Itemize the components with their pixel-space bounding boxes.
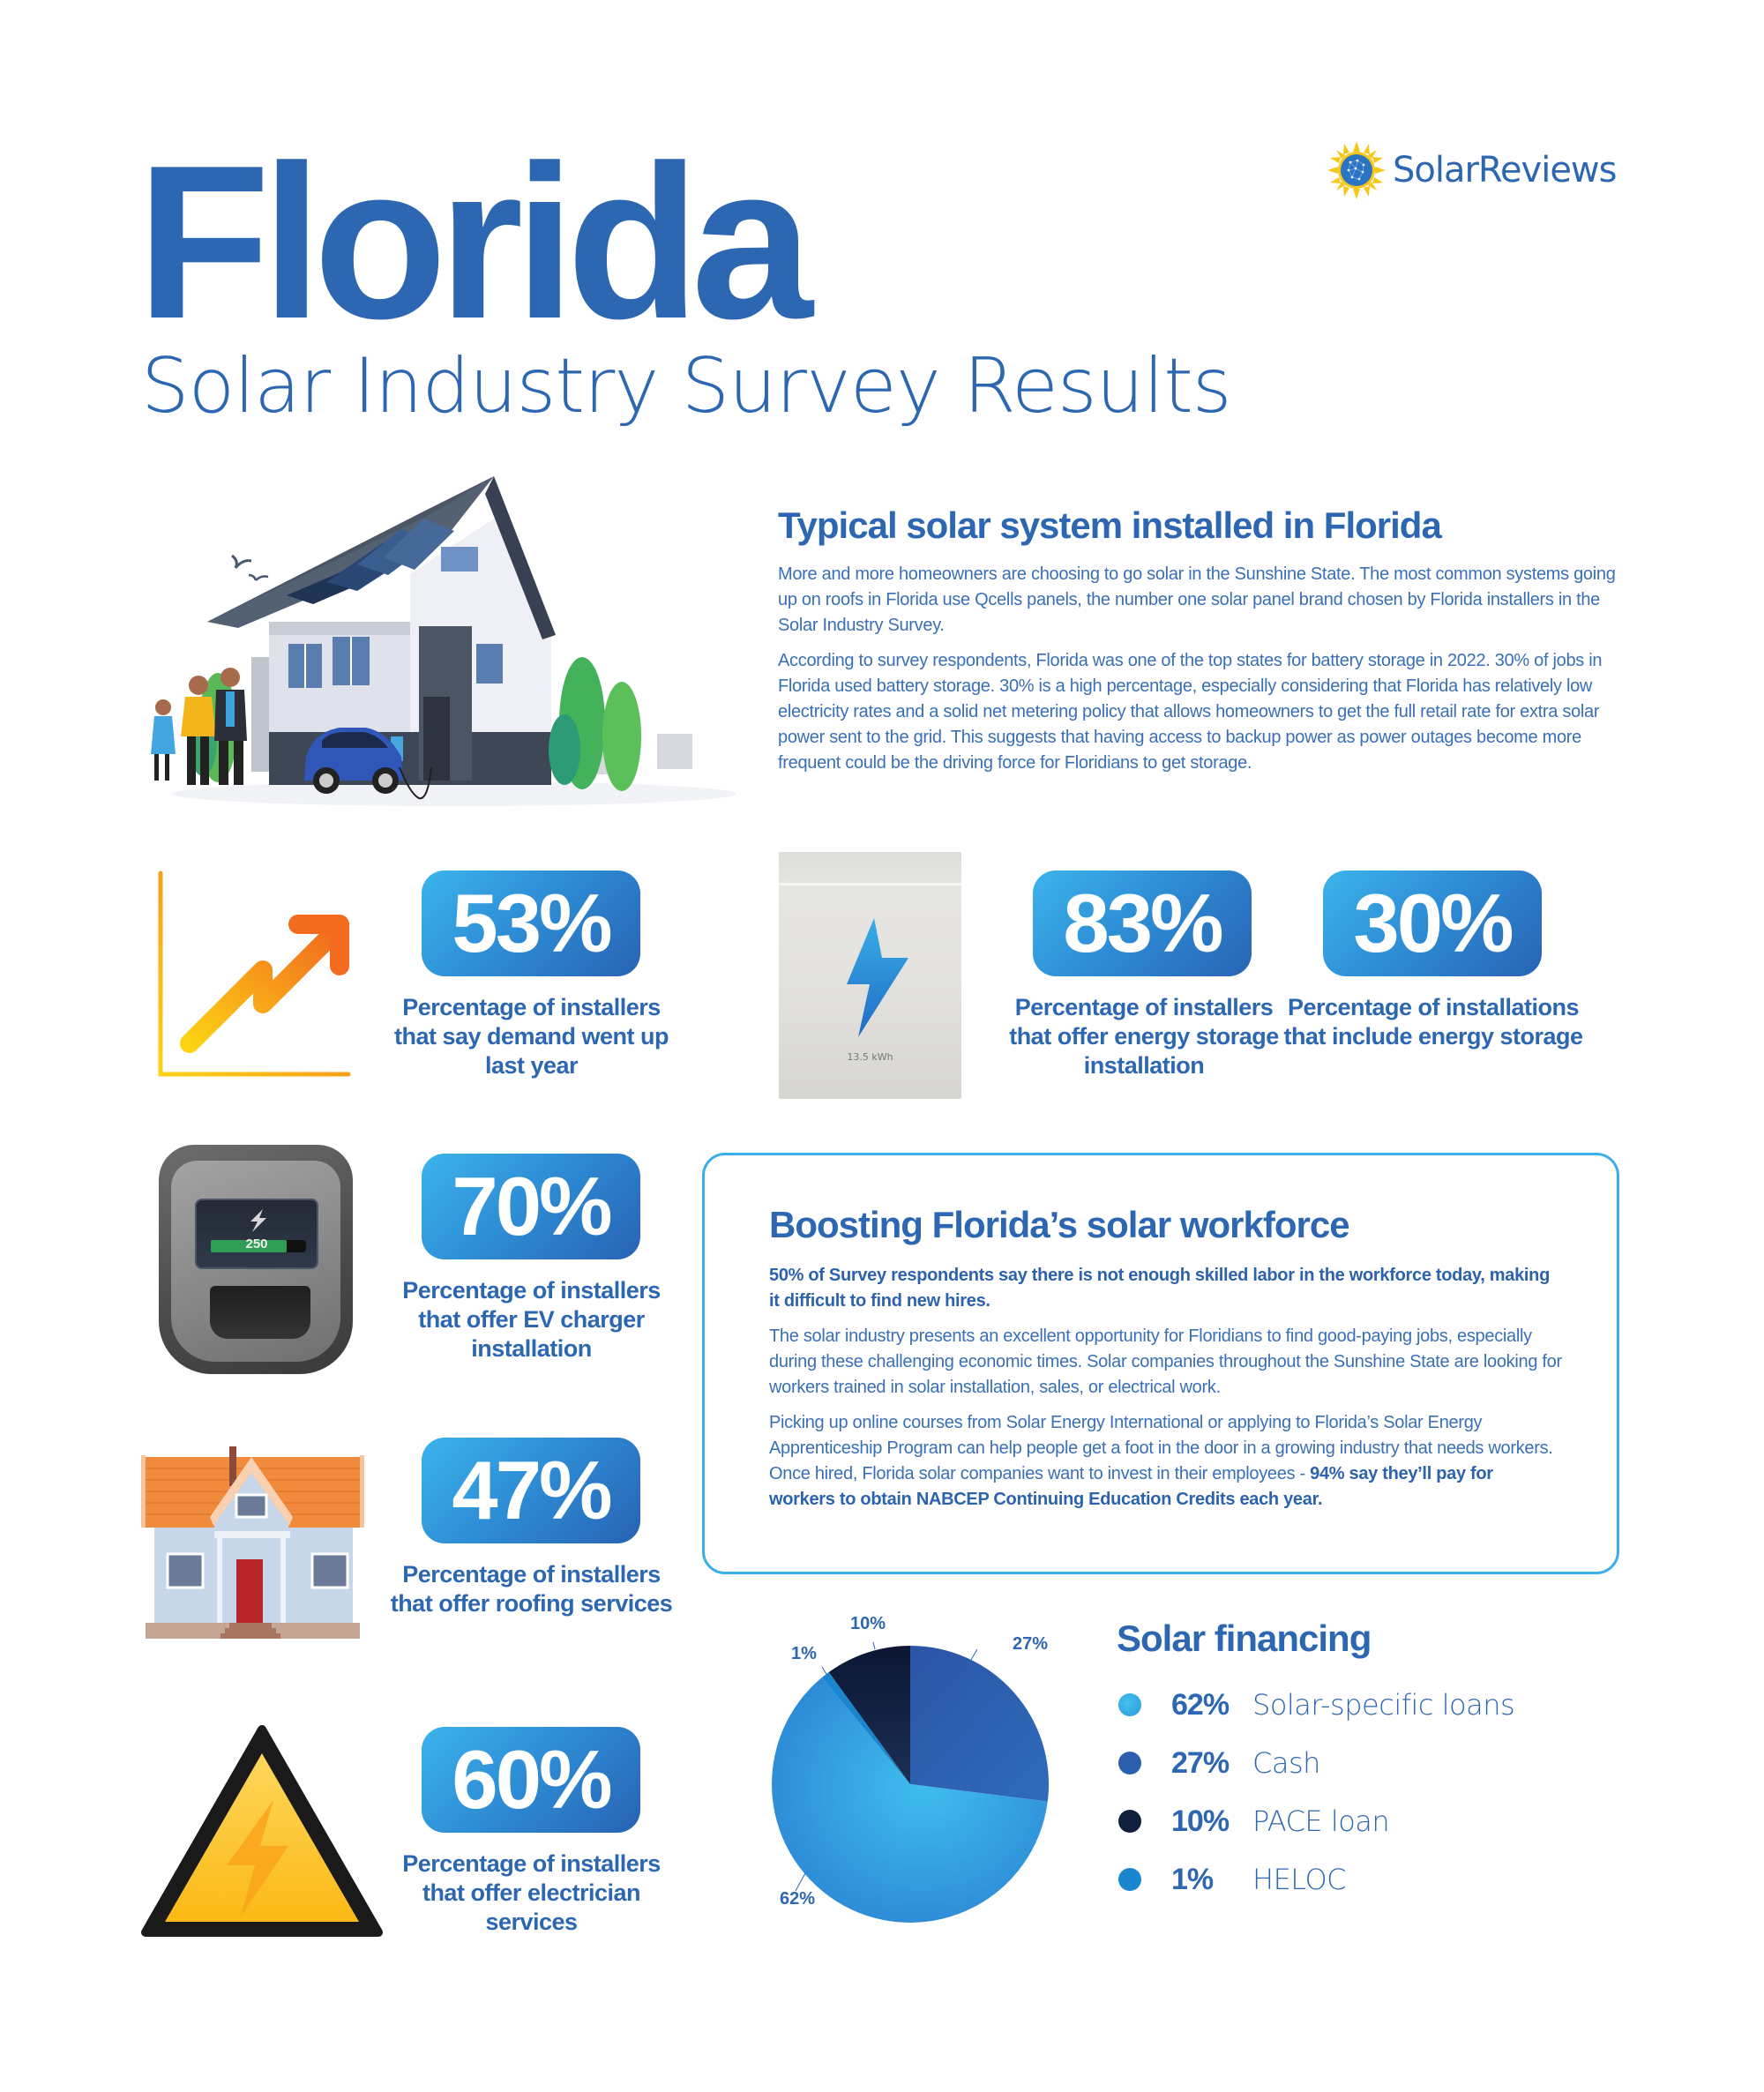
stat-label-storage-offer: Percentage of installers that offer ener… [1009,994,1279,1079]
charge-level-bar [211,1240,287,1252]
financing-legend: 62% Solar-specific loans 27% Cash 10% PA… [1118,1676,1515,1909]
battery-top-divider [779,883,961,885]
ev-charger-socket [210,1286,310,1339]
pie-slice-cash [910,1646,1050,1802]
workforce-lead: 50% of Survey respondents say there is n… [769,1263,1563,1314]
legend-dot-icon [1118,1752,1141,1774]
workforce-paragraph-2: Picking up online courses from Solar Ene… [769,1410,1563,1513]
financing-pie-chart [772,1641,1050,1923]
legend-label: PACE loan [1252,1804,1390,1838]
workforce-panel [702,1153,1619,1574]
workforce-paragraph-1: The solar industry presents an excellent… [769,1326,1562,1397]
stat-badge-demand: 53% [422,870,640,976]
pie-slice-heloc [821,1672,910,1784]
legend-pct: 62% [1171,1687,1230,1722]
legend-pct: 27% [1171,1745,1230,1780]
stat-label-ev-charger: Percentage of installers that offer EV c… [402,1277,661,1362]
page-title: Florida [137,119,813,364]
stat-label-demand: Percentage of installers that say demand… [393,994,669,1079]
workforce-text: 50% of Survey respondents say there is n… [769,1263,1563,1522]
stat-badge-roofing: 47% [422,1438,640,1543]
charging-bolt-icon [250,1209,266,1232]
sun-globe-icon [1327,141,1386,199]
typical-system-paragraph-1: More and more homeowners are choosing to… [778,564,1616,635]
legend-pct: 10% [1171,1804,1230,1838]
stat-label-electrician: Percentage of installers that offer elec… [402,1850,661,1935]
workforce-highlight: 94% say they’ll pay for workers to obtai… [769,1464,1493,1509]
workforce-heading: Boosting Florida’s solar workforce [769,1204,1350,1245]
stat-label-roofing: Percentage of installers that offer roof… [390,1561,673,1617]
workforce-paragraph-2-text: Picking up online courses from Solar Ene… [769,1413,1553,1483]
pie-label-solar-loans: 62% [780,1889,816,1909]
stat-badge-storage-offer: 83% [1033,870,1252,976]
typical-system-text: More and more homeowners are choosing to… [778,562,1625,786]
legend-item-solar-loans: 62% Solar-specific loans [1118,1676,1515,1734]
stat-badge-electrician: 60% [422,1727,640,1833]
legend-item-heloc: 1% HELOC [1118,1850,1514,1909]
legend-dot-icon [1118,1810,1141,1833]
workforce-lead-text: 50% of Survey respondents say there is n… [769,1266,1550,1311]
legend-dot-icon [1118,1693,1141,1716]
legend-label: Solar-specific loans [1252,1688,1515,1722]
stat-badge-ev-charger: 70% [422,1154,640,1259]
logo-text: SolarReviews [1393,150,1617,191]
battery-icon: 13.5 kWh [779,852,961,1099]
legend-item-cash: 27% Cash [1118,1734,1514,1792]
typical-system-paragraph-2: According to survey respondents, Florida… [778,651,1603,773]
ev-charger-screen: 250 [195,1199,318,1269]
high-voltage-icon [141,1725,383,1937]
legend-item-pace: 10% PACE loan [1118,1792,1514,1850]
financing-heading: Solar financing [1117,1618,1372,1659]
growth-chart-icon [158,870,351,1077]
pie-slice-solar-loans [772,1677,1048,1923]
pie-slice-pace [828,1646,910,1784]
charge-empty-bar [287,1240,306,1252]
legend-dot-icon [1118,1868,1141,1891]
legend-pct: 1% [1171,1862,1214,1896]
pie-label-heloc: 1% [791,1644,817,1663]
pie-label-pace: 10% [850,1614,886,1633]
battery-capacity-label: 13.5 kWh [847,1051,893,1063]
stat-badge-storage-installs: 30% [1323,870,1542,976]
page-subtitle: Solar Industry Survey Results [141,342,1232,430]
stat-label-storage-installs: Percentage of installations that include… [1283,994,1583,1050]
charger-display-value: 250 [245,1237,268,1251]
pie-label-cash: 27% [1013,1634,1049,1654]
legend-label: Cash [1252,1746,1320,1780]
legend-label: HELOC [1252,1863,1347,1896]
typical-system-heading: Typical solar system installed in Florid… [778,504,1442,546]
house-icon [141,1446,364,1639]
lightning-bolt-icon [847,918,908,1037]
solarreviews-logo[interactable]: SolarReviews [1327,141,1617,199]
ev-charger-icon: 250 [159,1145,353,1374]
solar-house-illustration [151,476,736,806]
